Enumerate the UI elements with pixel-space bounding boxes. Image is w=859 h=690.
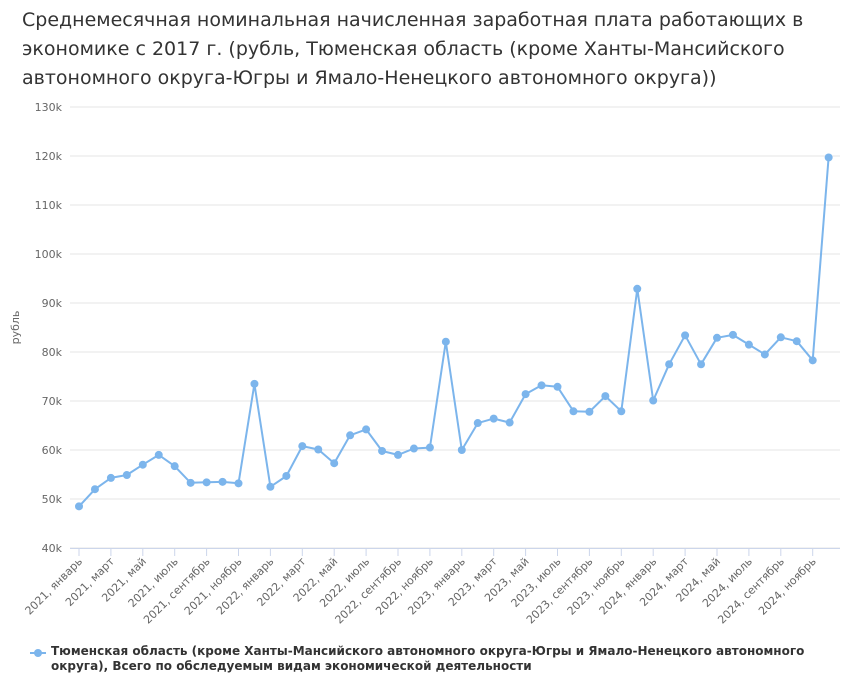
data-point[interactable] <box>282 471 291 480</box>
y-tick-label: 60k <box>42 444 63 457</box>
data-point[interactable] <box>234 479 243 488</box>
data-point[interactable] <box>314 445 323 454</box>
data-point[interactable] <box>569 407 578 416</box>
chart-title: Среднемесячная номинальная начисленная з… <box>22 9 804 89</box>
data-point[interactable] <box>266 482 275 491</box>
data-point[interactable] <box>601 392 610 401</box>
data-point[interactable] <box>186 478 195 487</box>
data-point[interactable] <box>713 333 721 342</box>
line-chart: 40k 50k 60k 70k 80k 90k 100k 110k 120k 130k рубль… <box>9 101 840 627</box>
data-point[interactable] <box>298 442 307 451</box>
data-point[interactable] <box>585 407 594 416</box>
data-point[interactable] <box>425 443 434 452</box>
data-point[interactable] <box>441 337 450 346</box>
y-axis: 40k 50k 60k 70k 80k 90k 100k 110k 120k 130k <box>35 101 63 555</box>
data-point[interactable] <box>665 360 674 369</box>
data-point[interactable] <box>489 414 498 423</box>
y-tick-label: 90k <box>42 297 63 310</box>
legend-label: Тюменская область (кроме Ханты-Мансийско… <box>51 644 805 673</box>
data-point[interactable] <box>553 382 562 391</box>
legend-marker-icon <box>30 647 46 659</box>
data-point[interactable] <box>218 477 227 486</box>
y-axis-label: рубль <box>9 311 22 345</box>
y-tick-label: 80k <box>42 346 63 359</box>
x-tick-label: 2024, ноябрь <box>756 555 819 618</box>
y-tick-label: 120k <box>35 150 63 163</box>
series[interactable] <box>75 153 833 511</box>
data-point[interactable] <box>808 356 817 365</box>
series-line[interactable] <box>78 157 830 508</box>
y-tick-label: 50k <box>42 493 63 506</box>
data-point[interactable] <box>122 470 131 479</box>
y-tick-label: 110k <box>35 199 63 212</box>
data-point[interactable] <box>346 431 355 440</box>
data-point[interactable] <box>90 485 99 494</box>
data-point[interactable] <box>378 446 387 455</box>
data-point[interactable] <box>138 460 147 469</box>
data-point[interactable] <box>760 350 769 359</box>
data-point[interactable] <box>681 331 690 340</box>
data-point[interactable] <box>728 330 737 339</box>
data-point[interactable] <box>776 333 785 342</box>
grid-lines <box>70 106 840 549</box>
data-point[interactable] <box>697 360 706 369</box>
y-tick-label: 70k <box>42 395 63 408</box>
y-tick-label: 130k <box>35 101 63 114</box>
data-point[interactable] <box>617 407 626 416</box>
data-point[interactable] <box>106 473 115 482</box>
data-point[interactable] <box>75 502 83 511</box>
data-point[interactable] <box>250 379 259 388</box>
data-point[interactable] <box>537 381 546 390</box>
data-point[interactable] <box>457 446 466 454</box>
data-point[interactable] <box>505 418 514 427</box>
data-point[interactable] <box>394 450 402 459</box>
data-point[interactable] <box>170 462 179 471</box>
data-point[interactable] <box>633 284 642 293</box>
data-point[interactable] <box>824 153 833 162</box>
data-point[interactable] <box>362 425 371 434</box>
data-point[interactable] <box>154 450 163 459</box>
data-point[interactable] <box>521 390 530 399</box>
data-point[interactable] <box>409 444 418 453</box>
data-point[interactable] <box>792 337 801 346</box>
data-point[interactable] <box>330 459 339 468</box>
data-point[interactable] <box>473 419 482 428</box>
legend[interactable]: Тюменская область (кроме Ханты-Мансийско… <box>30 644 830 674</box>
y-tick-label: 100k <box>35 248 63 261</box>
y-tick-label: 40k <box>42 542 63 555</box>
data-point[interactable] <box>744 340 753 349</box>
data-point[interactable] <box>202 478 211 487</box>
data-point[interactable] <box>649 396 658 405</box>
